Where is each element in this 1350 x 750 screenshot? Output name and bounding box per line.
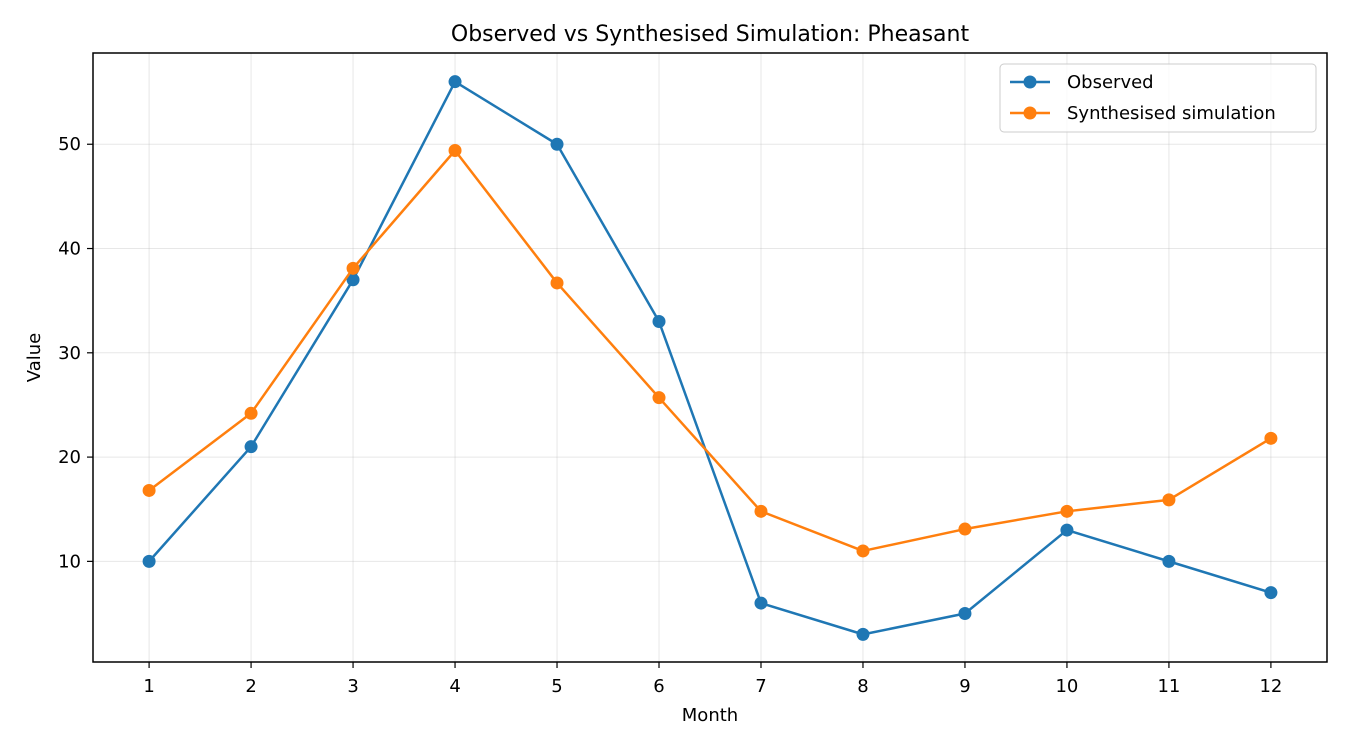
legend: Observed Synthesised simulation bbox=[999, 63, 1317, 133]
y-tick-label: 50 bbox=[58, 134, 81, 155]
y-tick-label: 40 bbox=[58, 239, 81, 260]
legend-label: Synthesised simulation bbox=[1067, 103, 1276, 124]
data-point bbox=[142, 554, 156, 568]
data-point bbox=[754, 504, 768, 518]
x-tick-label: 8 bbox=[857, 676, 868, 697]
y-tick-label: 10 bbox=[58, 551, 81, 572]
series-1 bbox=[142, 144, 1278, 558]
x-tick-label: 12 bbox=[1259, 676, 1282, 697]
data-point bbox=[346, 273, 360, 287]
plot-area-frame bbox=[92, 52, 1328, 663]
x-tick-label: 3 bbox=[347, 676, 358, 697]
x-tick-label: 11 bbox=[1157, 676, 1180, 697]
series-line bbox=[148, 149, 1272, 553]
data-point bbox=[958, 522, 972, 536]
y-axis-label: Value bbox=[24, 333, 45, 382]
legend-marker bbox=[1023, 75, 1037, 89]
legend-box bbox=[999, 63, 1317, 133]
x-tick-label: 10 bbox=[1055, 676, 1078, 697]
data-point bbox=[1264, 586, 1278, 600]
data-point bbox=[550, 137, 564, 151]
legend-marker bbox=[1023, 106, 1037, 120]
x-tick-label: 6 bbox=[653, 676, 664, 697]
data-point bbox=[958, 607, 972, 621]
data-point bbox=[1162, 554, 1176, 568]
x-axis-label: Month bbox=[682, 705, 738, 726]
series-0 bbox=[142, 75, 1278, 641]
y-tick-label: 20 bbox=[58, 447, 81, 468]
data-point bbox=[244, 440, 258, 454]
data-point bbox=[1162, 493, 1176, 507]
y-tick-label: 30 bbox=[58, 343, 81, 364]
data-point bbox=[550, 276, 564, 290]
x-tick-label: 7 bbox=[755, 676, 766, 697]
data-point bbox=[856, 544, 870, 558]
data-point bbox=[1264, 431, 1278, 445]
legend-item: Observed bbox=[1010, 72, 1154, 93]
series-line bbox=[148, 80, 1272, 636]
chart-title: Observed vs Synthesised Simulation: Phea… bbox=[451, 22, 970, 47]
data-point bbox=[1060, 523, 1074, 537]
data-point bbox=[346, 261, 360, 275]
x-tick-label: 9 bbox=[959, 676, 970, 697]
data-point bbox=[448, 144, 462, 158]
x-tick-label: 4 bbox=[449, 676, 460, 697]
data-point bbox=[448, 75, 462, 89]
data-point bbox=[244, 406, 258, 420]
series-layer bbox=[142, 75, 1278, 641]
data-point bbox=[1060, 504, 1074, 518]
data-point bbox=[652, 315, 666, 329]
x-tick-label: 5 bbox=[551, 676, 562, 697]
data-point bbox=[142, 483, 156, 497]
legend-item: Synthesised simulation bbox=[1010, 103, 1276, 124]
data-point bbox=[652, 391, 666, 405]
legend-label: Observed bbox=[1067, 72, 1154, 93]
data-point bbox=[856, 627, 870, 641]
x-tick-label: 2 bbox=[245, 676, 256, 697]
data-point bbox=[754, 596, 768, 610]
x-tick-label: 1 bbox=[143, 676, 154, 697]
